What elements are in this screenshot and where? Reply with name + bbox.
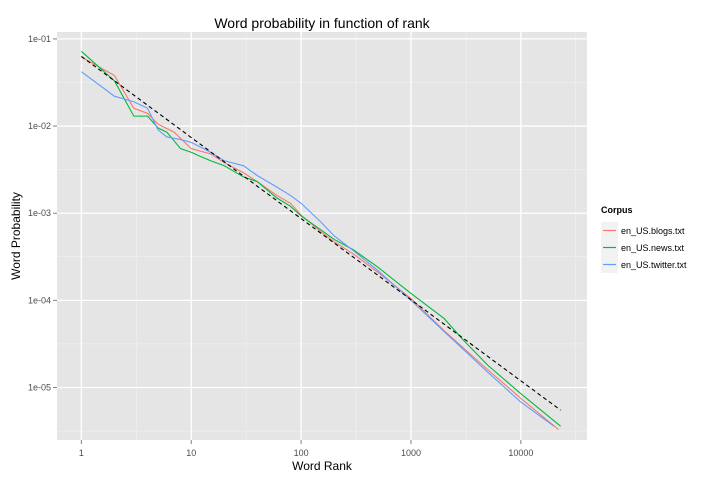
- legend-label: en_US.twitter.txt: [621, 260, 687, 270]
- chart-title: Word probability in function of rank: [214, 15, 430, 31]
- series-line-en-us-twitter-txt: [81, 71, 555, 427]
- x-axis-ticks: 1 10 100 1000 10000: [79, 440, 533, 458]
- x-tick-label: 100: [294, 448, 309, 458]
- y-tick-label: 1e-05: [28, 383, 51, 393]
- legend-label: en_US.news.txt: [621, 243, 685, 253]
- y-axis-ticks: 1e-05 1e-04 1e-03 1e-02 1e-01: [28, 34, 57, 393]
- legend: Corpus en_US.blogs.txten_US.news.txten_U…: [601, 205, 687, 273]
- x-tick-label: 1000: [401, 448, 421, 458]
- series-line-en-us-blogs-txt: [81, 56, 559, 430]
- x-tick-label: 10: [186, 448, 196, 458]
- x-tick-label: 10000: [508, 448, 533, 458]
- y-tick-label: 1e-02: [28, 121, 51, 131]
- y-axis-title: Word Probability: [9, 192, 23, 280]
- legend-items: en_US.blogs.txt en_US.news.txt en_US.twitt…: [601, 222, 687, 273]
- series-line-en-us-news-txt: [81, 50, 561, 427]
- y-tick-label: 1e-01: [28, 34, 51, 44]
- y-tick-label: 1e-03: [28, 208, 51, 218]
- x-tick-label: 1: [79, 448, 84, 458]
- plot-panel: [57, 32, 587, 440]
- major-gridlines: [57, 32, 587, 440]
- y-tick-label: 1e-04: [28, 295, 51, 305]
- minor-gridlines: [57, 32, 587, 440]
- series-layer: [81, 50, 561, 430]
- x-axis-title: Word Rank: [292, 459, 353, 473]
- reference-line: [81, 55, 561, 411]
- legend-title: Corpus: [601, 205, 633, 215]
- legend-label: en_US.blogs.txt: [621, 226, 685, 236]
